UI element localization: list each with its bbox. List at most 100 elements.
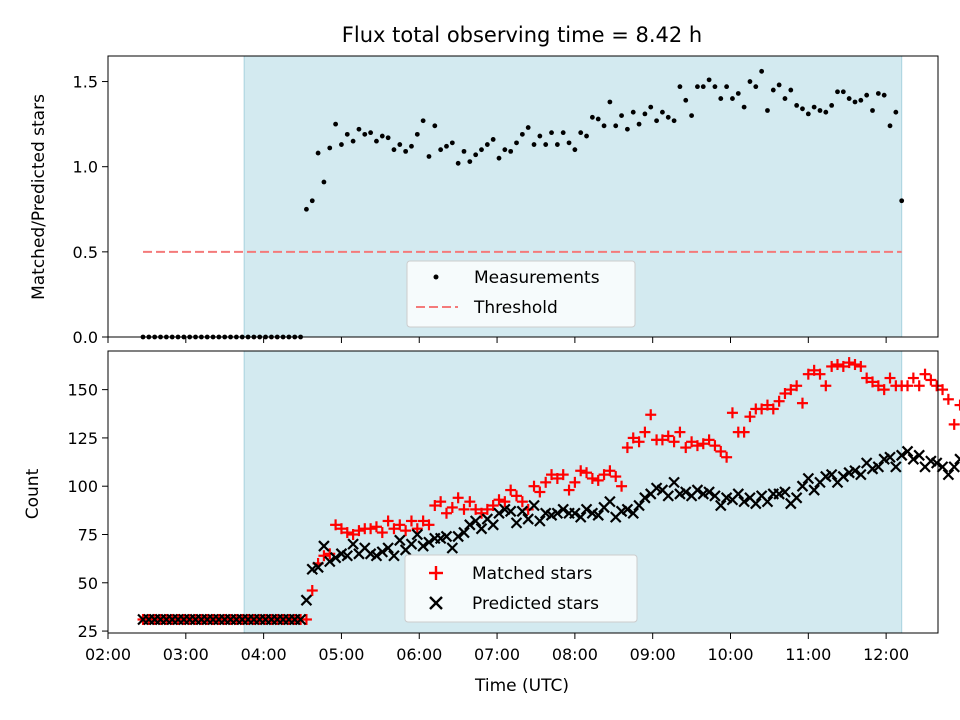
matched-star-point — [831, 359, 843, 371]
x-tick-label: 06:00 — [396, 645, 442, 664]
x-tick-label: 04:00 — [241, 645, 287, 664]
measurement-point — [589, 114, 595, 120]
matched-star-point — [721, 451, 733, 463]
measurement-point — [619, 113, 624, 119]
measurement-point — [321, 179, 327, 185]
measurement-point — [875, 91, 881, 96]
measurement-point — [881, 92, 887, 98]
measurement-point — [864, 92, 870, 98]
matched-star-point — [324, 548, 336, 560]
matched-star-point — [902, 380, 914, 392]
measurement-point — [630, 109, 636, 115]
measurement-point — [514, 140, 519, 146]
measurement-point — [391, 147, 397, 153]
measurement-point — [432, 123, 438, 129]
predicted-star-point — [534, 515, 546, 527]
matched-star-point — [715, 445, 727, 457]
matched-star-point — [493, 494, 505, 506]
matched-star-point — [330, 519, 342, 531]
predicted-star-point — [936, 461, 949, 473]
matched-star-point — [569, 476, 581, 488]
measurement-point — [333, 121, 339, 127]
measurement-point — [724, 84, 730, 90]
matched-star-point — [610, 471, 622, 483]
measurement-point — [397, 142, 403, 147]
bottom-legend: Matched stars Predicted stars — [404, 554, 638, 623]
matched-star-point — [633, 436, 645, 448]
measurement-point — [730, 96, 735, 101]
predicted-star-point — [458, 526, 470, 539]
matched-star-point — [627, 432, 639, 444]
measurement-point — [519, 131, 525, 137]
measurement-point — [438, 147, 444, 153]
measurement-point — [846, 96, 852, 101]
matched-star-point — [884, 372, 896, 384]
predicted-star-point — [323, 555, 336, 568]
predicted-star-point — [709, 490, 721, 502]
measurement-point — [584, 133, 589, 139]
predicted-star-point — [423, 536, 435, 548]
measurement-point — [800, 106, 805, 112]
measurement-point — [374, 138, 379, 144]
matched-star-point — [458, 503, 470, 515]
measurement-point — [712, 84, 718, 90]
predicted-star-point — [837, 470, 850, 483]
matched-star-point — [470, 503, 482, 515]
predicted-star-point — [522, 513, 534, 525]
predicted-star-point — [948, 461, 960, 473]
measurement-point — [414, 131, 420, 137]
matched-star-point — [919, 368, 931, 380]
top-axes: 0.0 0.5 1.0 1.5 — [73, 73, 887, 347]
matched-star-point — [341, 527, 353, 539]
matched-star-point — [814, 368, 826, 380]
matched-star-point — [476, 507, 487, 519]
measurement-point — [537, 133, 543, 139]
matched-star-point — [540, 476, 552, 488]
matched-star-point — [913, 380, 925, 392]
matched-star-point — [370, 521, 382, 533]
measurement-point — [531, 142, 537, 147]
matched-star-point — [802, 368, 814, 380]
predicted-star-point — [714, 499, 727, 512]
measurement-point — [887, 123, 893, 129]
predicted-star-point — [679, 486, 692, 498]
predicted-star-point — [825, 468, 838, 481]
matched-star-point — [948, 418, 960, 430]
predicted-star-point — [475, 522, 488, 535]
measurement-point — [759, 68, 765, 74]
matched-star-point — [703, 434, 715, 446]
bottom-y-axis-label: Count — [23, 468, 43, 519]
predicted-star-point — [662, 490, 675, 502]
predicted-star-point — [802, 472, 815, 485]
measurement-point — [683, 97, 689, 103]
matched-star-point — [756, 403, 768, 415]
measurement-point — [823, 109, 829, 115]
measurement-point — [379, 133, 385, 139]
predicted-star-point — [592, 509, 604, 521]
measurement-point — [805, 111, 811, 117]
predicted-star-point — [942, 468, 955, 481]
measurement-point — [403, 148, 409, 154]
matched-star-point — [405, 515, 417, 527]
measurement-point — [601, 123, 607, 129]
predicted-star-point — [872, 461, 885, 473]
measurement-point — [706, 77, 712, 83]
matched-star-point — [487, 500, 499, 512]
measurement-point — [350, 138, 356, 144]
matched-star-point — [656, 434, 668, 446]
measurement-point — [362, 131, 368, 137]
matched-star-point — [773, 395, 785, 407]
measurement-point — [455, 160, 461, 166]
matched-star-point — [516, 496, 528, 508]
measurement-point — [852, 99, 858, 105]
predicted-star-point — [551, 507, 564, 520]
predicted-star-point — [440, 530, 453, 543]
measurement-point — [893, 109, 899, 115]
x-tick-label: 09:00 — [630, 645, 676, 664]
predicted-star-point — [750, 497, 762, 510]
top-plot-frame — [107, 55, 939, 338]
measurement-point — [788, 87, 794, 93]
matched-star-point — [481, 503, 493, 515]
matched-star-point — [440, 507, 452, 519]
predicted-star-point — [913, 449, 925, 462]
